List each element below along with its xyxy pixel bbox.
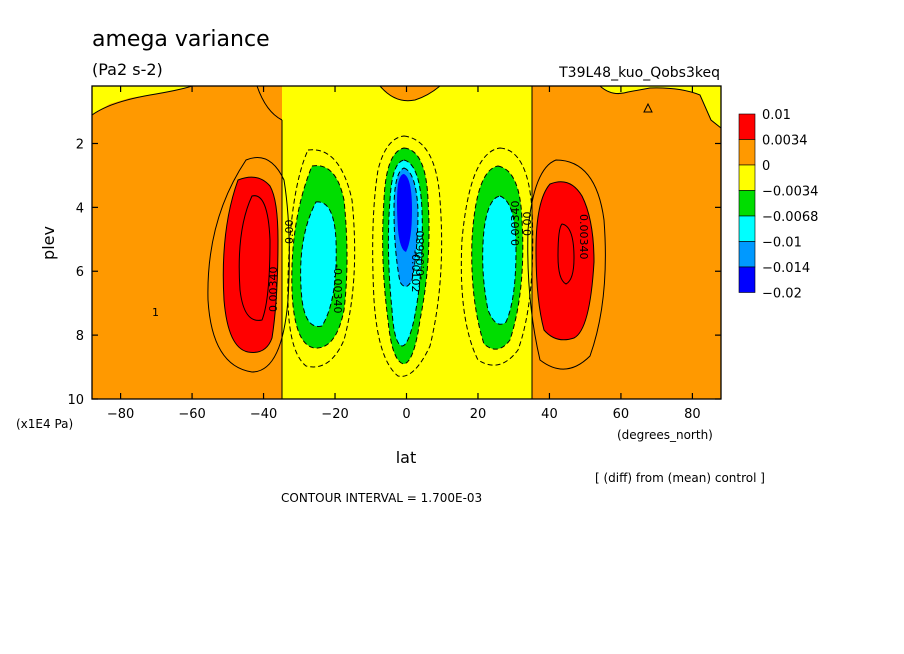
y-tick-label: 6 (76, 265, 84, 280)
y-tick-label: 10 (67, 393, 84, 408)
units-label: (Pa2 s-2) (92, 60, 163, 79)
contour-neg-north-1 (471, 165, 524, 350)
x-tick-label: 60 (613, 407, 630, 422)
contour-plot-area (92, 86, 721, 399)
colorbar-swatch (738, 266, 756, 293)
contour-neg-south-outer (287, 149, 356, 368)
contour-label: 1 (152, 306, 159, 319)
colorbar-level-label: −0.0068 (762, 210, 818, 225)
field-cyan-north (482, 196, 516, 325)
contour-label: -0.00680 (414, 231, 427, 280)
colorbar-level-label: 0 (762, 159, 770, 174)
contour-label: -0.00340 (331, 264, 344, 313)
contour-neg-eq-outer (372, 135, 443, 377)
contour-label: 0.00340 (267, 267, 280, 313)
contour-neg-north-outer (460, 147, 534, 366)
colorbar-swatch (738, 164, 756, 191)
contour-zero-top-notch (256, 86, 283, 121)
x-tick-label: 20 (470, 407, 487, 422)
colorbar-level-label: 0.01 (762, 108, 791, 123)
contour-zero-top-left (92, 86, 193, 116)
field-darkblue-equator (397, 174, 412, 252)
contour-positive-north (535, 181, 595, 341)
y-unit-label: (x1E4 Pa) (16, 417, 73, 431)
field-red-south (223, 177, 278, 353)
contour-zero-top-right (599, 86, 721, 129)
field-orange-top-notch (380, 86, 440, 101)
y-tick-label: 4 (76, 201, 84, 216)
colorbar-level-label: −0.01 (762, 236, 802, 251)
y-axis: 2 4 6 8 10 (67, 137, 721, 408)
field-yellow-top-right (600, 86, 721, 128)
contour-label-group: 0.00340 0.00 -0.00340 -0.0102 -0.00680 -… (152, 201, 590, 319)
x-tick-label: −40 (250, 407, 277, 422)
x-axis-title: lat (396, 448, 417, 467)
colorbar-swatch (738, 139, 756, 166)
contour-neg-eq-3 (393, 167, 419, 287)
colorbar-swatch (738, 190, 756, 217)
contour-neg-eq-2 (387, 159, 423, 347)
colorbar-level-label: −0.02 (762, 287, 802, 302)
y-tick-label: 2 (76, 137, 84, 152)
contour-inner-south (238, 195, 271, 321)
y-tick-label: 8 (76, 329, 84, 344)
contour-label: 0.00 (283, 220, 296, 245)
contour-lines (92, 86, 721, 399)
contour-neg-north-2 (482, 195, 517, 325)
contour-lines-negative (287, 135, 534, 377)
colorbar-swatch (738, 113, 756, 140)
contour-positive-south (222, 176, 279, 353)
colorbar-level-label: −0.014 (762, 261, 810, 276)
x-axis: −80 −60 −40 −20 0 20 40 60 80 (107, 86, 701, 422)
x-tick-label: −80 (107, 407, 134, 422)
x-unit-label: (degrees_north) (617, 428, 713, 442)
run-label: T39L48_kuo_Qobs3keq (558, 65, 720, 81)
colorbar-swatch (738, 241, 756, 268)
contour-interval-label: CONTOUR INTERVAL = 1.700E-03 (281, 491, 482, 505)
x-tick-label: 40 (541, 407, 558, 422)
contour-zero-top-center (379, 86, 441, 102)
diff-note: [ (diff) from (mean) control ] (595, 471, 765, 485)
chart-title: amega variance (92, 27, 270, 52)
contour-label: -0.0102 (409, 250, 422, 292)
y-axis-title: plev (39, 226, 58, 260)
x-tick-label: −60 (178, 407, 205, 422)
contour-neg-south-2 (300, 201, 337, 327)
colorbar-swatch (738, 215, 756, 242)
colorbar-level-label: −0.0034 (762, 185, 818, 200)
contour-label: -0.00340 (509, 201, 522, 250)
x-tick-label: 80 (684, 407, 701, 422)
contour-outer-north (527, 159, 606, 370)
x-tick-label: −20 (321, 407, 348, 422)
contour-neg-south-1 (291, 165, 348, 349)
field-cyan-south (300, 201, 337, 327)
contour-label: 0.00 (521, 212, 534, 237)
contour-small-island (643, 102, 653, 113)
field-orange-top-left-notch (257, 86, 282, 120)
colorbar-level-label: 0.0034 (762, 134, 808, 149)
x-tick-label: 0 (402, 407, 410, 422)
field-yellow-top-left (92, 86, 192, 115)
field-red-north (536, 181, 594, 340)
contour-inner-north (557, 223, 575, 285)
contour-outer-south (207, 157, 290, 373)
contour-label: 0.00340 (577, 214, 590, 260)
colorbar-legend: 0.01 0.0034 0 −0.0034 −0.0068 −0.01 −0.014 −0.0… (738, 108, 818, 302)
